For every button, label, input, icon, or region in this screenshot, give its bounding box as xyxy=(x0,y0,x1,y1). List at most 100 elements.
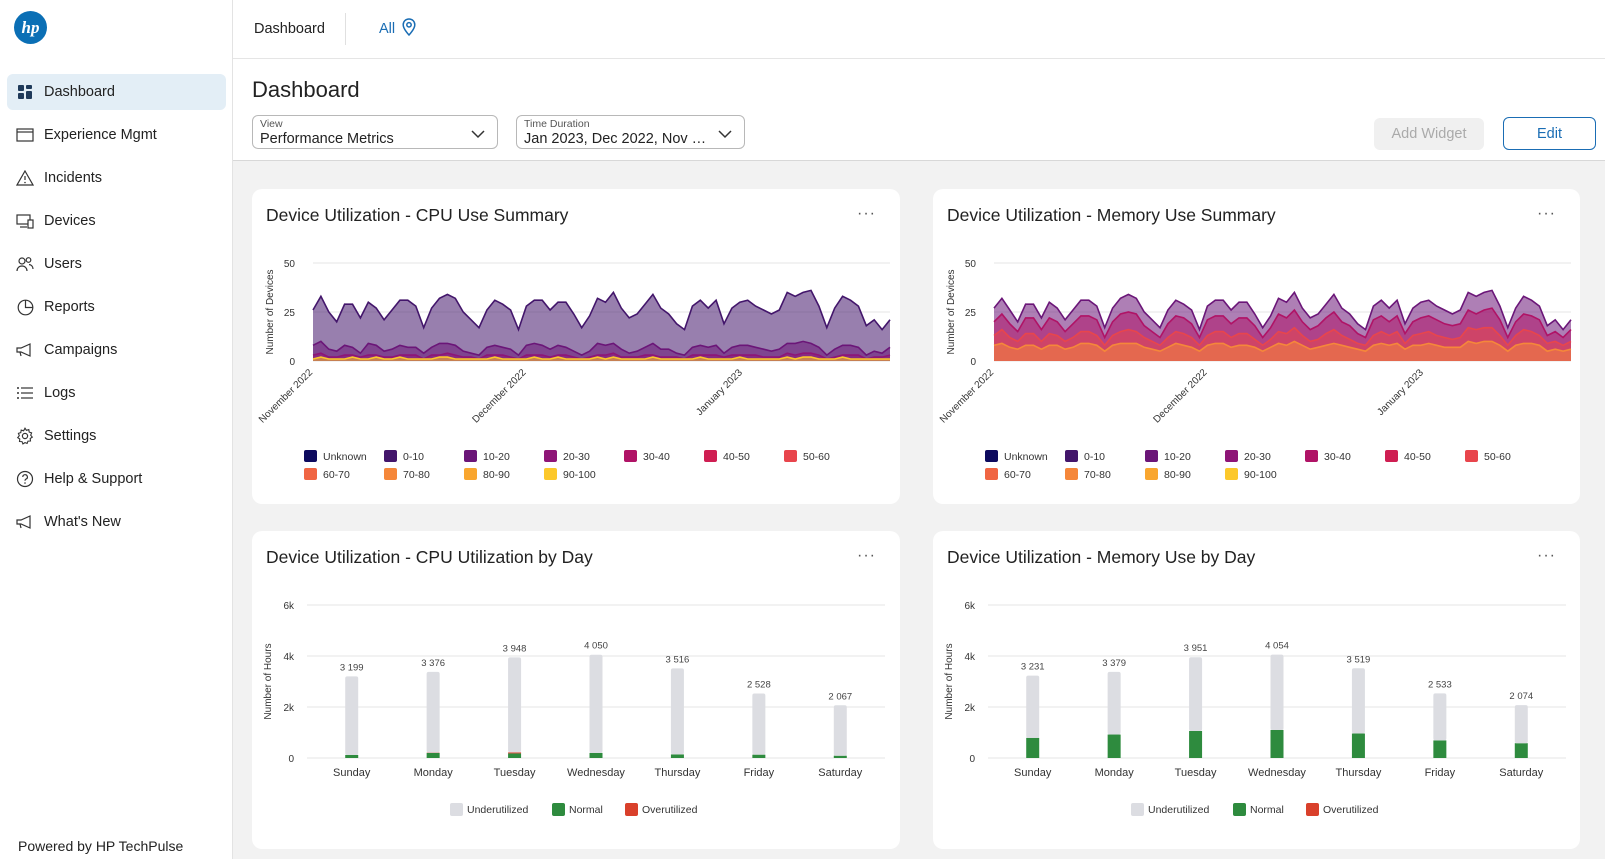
gear-icon xyxy=(16,427,34,445)
sidebar-item-incidents[interactable]: Incidents xyxy=(7,160,226,196)
sidebar-item-experience-mgmt[interactable]: Experience Mgmt xyxy=(7,117,226,153)
bar-total-label: 3 231 xyxy=(1021,662,1045,673)
sidebar-item-label: Dashboard xyxy=(44,84,115,100)
sidebar-item-logs[interactable]: Logs xyxy=(7,375,226,411)
memory-use-by-day-chart: 6k 4k 2k 0 Number of Hours 3 231 Sunday 3 379 Mo… xyxy=(944,601,1566,816)
sidebar-item-settings[interactable]: Settings xyxy=(7,418,226,454)
legend-swatch xyxy=(304,468,317,480)
chevron-down-icon xyxy=(471,126,485,144)
legend-label: 20-30 xyxy=(1244,451,1271,463)
widget-title: Device Utilization - Memory Use Summary xyxy=(947,205,1276,225)
more-options-icon[interactable]: ··· xyxy=(857,547,876,564)
view-select[interactable]: View Performance Metrics xyxy=(252,115,498,149)
location-filter[interactable]: All xyxy=(379,18,416,40)
bar-underutilized xyxy=(426,671,440,753)
sidebar-item-dashboard[interactable]: Dashboard xyxy=(7,74,226,110)
legend-swatch xyxy=(304,450,317,462)
devices-icon xyxy=(16,212,34,230)
location-label: All xyxy=(378,21,396,37)
x-tick-label: Sunday xyxy=(1014,767,1052,779)
legend-label: 40-50 xyxy=(723,451,750,463)
legend-label: Overutilized xyxy=(642,804,698,816)
x-tick-label: Wednesday xyxy=(567,767,625,779)
warning-icon xyxy=(16,169,34,187)
pie-chart-icon xyxy=(16,298,34,316)
y-axis-label: Number of Devices xyxy=(265,269,276,354)
hp-logo[interactable]: hp xyxy=(14,11,47,44)
y-tick-label: 50 xyxy=(284,259,296,270)
memory-use-summary-widget: 50 25 0 Number of Devices November 2022 Decem… xyxy=(933,189,1580,504)
cpu-utilization-by-day-chart: 6k 4k 2k 0 Number of Hours 3 199 Sunday 3 376 Mo… xyxy=(263,601,885,816)
x-tick-label: Saturday xyxy=(818,767,863,779)
legend-label: Underutilized xyxy=(1148,804,1209,816)
sidebar-item-reports[interactable]: Reports xyxy=(7,289,226,325)
legend-label: Normal xyxy=(569,804,603,816)
sidebar-item-devices[interactable]: Devices xyxy=(7,203,226,239)
x-tick-label: Thursday xyxy=(654,767,700,779)
sidebar-item-campaigns[interactable]: Campaigns xyxy=(7,332,226,368)
sidebar-item-what-s-new[interactable]: What's New xyxy=(7,504,226,540)
bar-underutilized xyxy=(833,705,847,756)
legend-label: 80-90 xyxy=(1164,469,1191,481)
sidebar-item-label: Logs xyxy=(44,385,76,401)
widget-title: Device Utilization - Memory Use by Day xyxy=(947,547,1256,567)
y-axis-label: Number of Hours xyxy=(263,643,274,719)
time-duration-select[interactable]: Time Duration Jan 2023, Dec 2022, Nov 20… xyxy=(516,115,745,149)
page-title: Dashboard xyxy=(252,77,360,102)
legend-swatch xyxy=(1233,803,1246,816)
legend-swatch xyxy=(624,450,637,462)
bar-normal xyxy=(1514,743,1528,758)
x-tick-label: January 2023 xyxy=(1375,367,1426,418)
legend-swatch xyxy=(1145,450,1158,462)
legend-swatch xyxy=(544,450,557,462)
area-series-90-100 xyxy=(313,357,890,361)
widget-area: 50 25 0 Number of Devices November 2022 Decem… xyxy=(233,161,1605,859)
line-series-70-80 xyxy=(993,340,1572,353)
legend-swatch xyxy=(985,450,998,462)
bar-normal xyxy=(752,754,766,758)
x-tick-label: Saturday xyxy=(1499,767,1544,779)
memory-use-summary-chart: 50 25 0 Number of Devices November 2022 Decem… xyxy=(938,259,1572,481)
more-options-icon[interactable]: ··· xyxy=(1537,547,1556,564)
sidebar-item-users[interactable]: Users xyxy=(7,246,226,282)
x-tick-label: Monday xyxy=(414,767,454,779)
legend-label: 30-40 xyxy=(1324,451,1351,463)
y-tick-label: 0 xyxy=(969,754,975,765)
bar-total-label: 3 199 xyxy=(340,662,364,673)
memory-use-by-day-widget: 6k 4k 2k 0 Number of Hours 3 231 Sunday 3 379 Mo… xyxy=(933,531,1580,849)
bar-normal xyxy=(1107,734,1121,758)
chevron-down-icon xyxy=(718,126,732,144)
y-tick-label: 0 xyxy=(288,754,294,765)
line-series-10-20 xyxy=(312,340,891,357)
help-icon xyxy=(16,470,34,488)
bar-underutilized xyxy=(1189,657,1203,731)
sidebar-item-label: Settings xyxy=(44,428,97,444)
x-tick-label: Friday xyxy=(744,767,775,779)
edit-button[interactable]: Edit xyxy=(1503,117,1596,150)
view-select-label: View xyxy=(260,118,283,130)
bar-normal xyxy=(670,754,684,758)
legend-swatch xyxy=(384,468,397,480)
x-tick-label: January 2023 xyxy=(694,367,745,418)
bar-total-label: 3 951 xyxy=(1184,643,1208,654)
bar-total-label: 2 533 xyxy=(1428,679,1452,690)
legend-swatch xyxy=(1225,450,1238,462)
cpu-utilization-by-day-widget: 6k 4k 2k 0 Number of Hours 3 199 Sunday 3 376 Mo… xyxy=(252,531,900,849)
y-tick-label: 2k xyxy=(283,703,295,714)
more-options-icon[interactable]: ··· xyxy=(857,205,876,222)
line-series-50-60 xyxy=(993,326,1572,347)
more-options-icon[interactable]: ··· xyxy=(1537,205,1556,222)
add-widget-button[interactable]: Add Widget xyxy=(1374,118,1484,150)
bar-normal xyxy=(1189,730,1203,758)
bar-normal xyxy=(1270,729,1284,758)
y-axis-label: Number of Devices xyxy=(946,269,957,354)
bar-normal xyxy=(426,752,440,758)
breadcrumb[interactable]: Dashboard xyxy=(233,13,346,45)
sidebar-item-help-support[interactable]: Help & Support xyxy=(7,461,226,497)
x-tick-label: Thursday xyxy=(1335,767,1381,779)
legend-label: 60-70 xyxy=(323,469,350,481)
window-icon xyxy=(16,126,34,144)
line-series-90-100 xyxy=(312,356,890,360)
y-tick-label: 6k xyxy=(964,601,976,612)
bar-total-label: 2 067 xyxy=(828,691,852,702)
